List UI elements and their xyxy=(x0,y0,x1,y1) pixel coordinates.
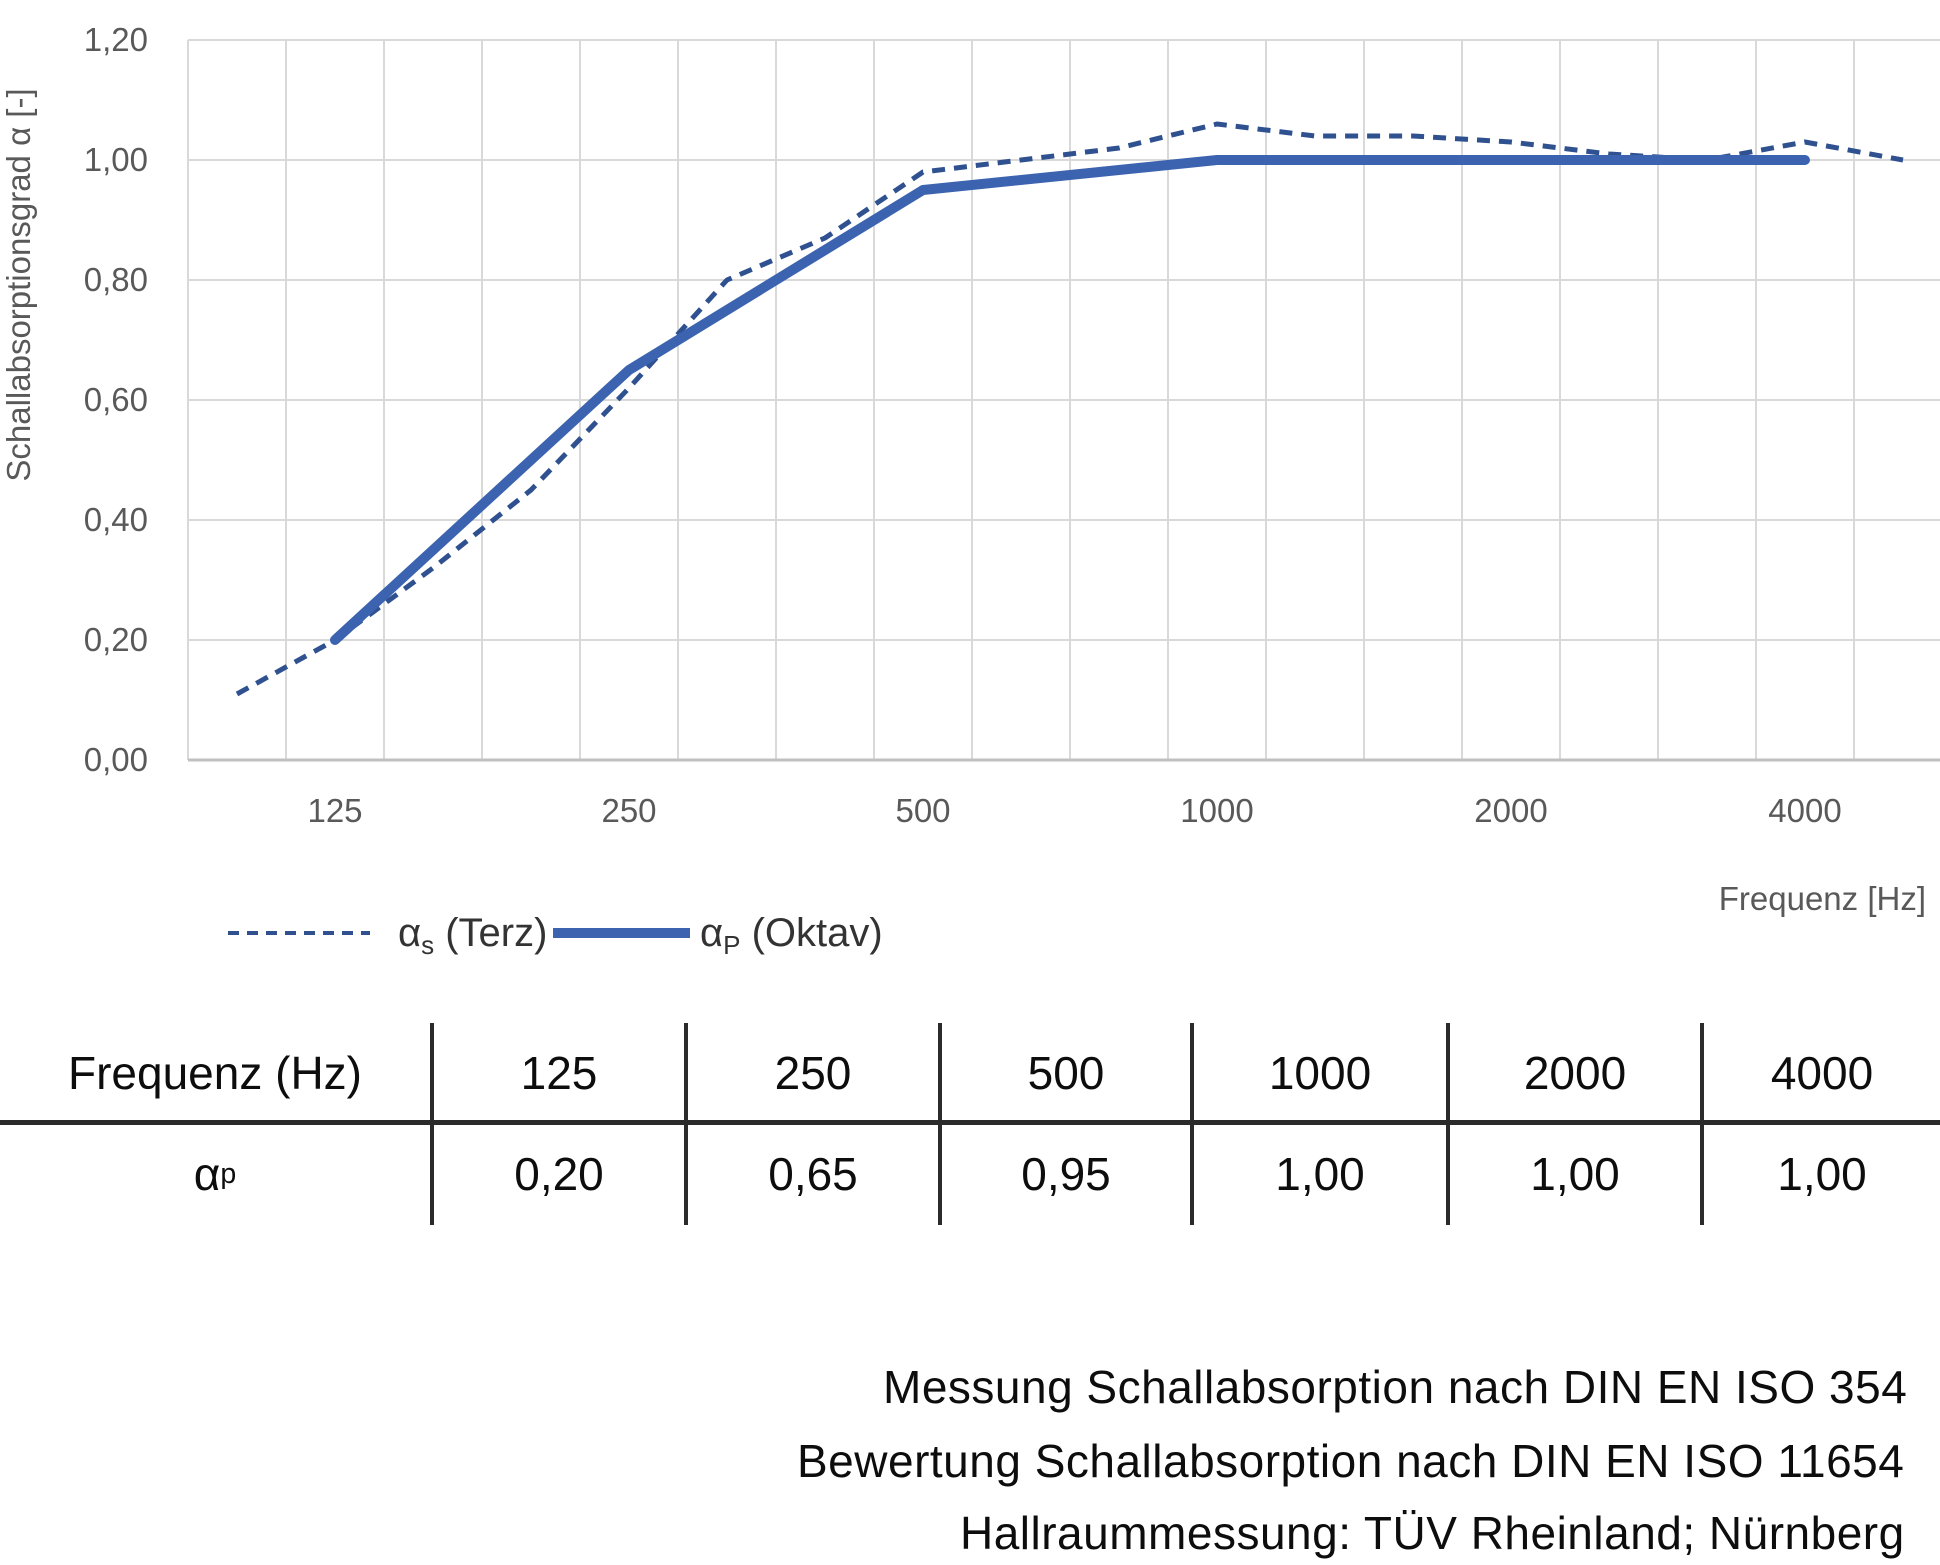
table-header-frequency: Frequenz (Hz) xyxy=(0,1023,434,1123)
y-tick-label: 0,20 xyxy=(84,621,148,658)
table-value-500: 0,95 xyxy=(942,1123,1194,1225)
footer-note-lab: Hallraummessung: TÜV Rheinland; Nürnberg xyxy=(960,1507,1905,1559)
y-tick-label: 0,40 xyxy=(84,501,148,538)
x-tick-label: 125 xyxy=(307,792,362,829)
footer-note-measurement: Messung Schallabsorption nach DIN EN ISO… xyxy=(883,1361,1908,1413)
table-divider-line xyxy=(0,1120,1940,1125)
x-axis-tick-labels: 125 250 500 1000 2000 4000 xyxy=(307,792,1841,829)
y-tick-label: 1,20 xyxy=(84,21,148,58)
series-alpha-s-terz xyxy=(235,121,1904,697)
absorption-table: Frequenz (Hz) 125 250 500 1000 2000 4000 α p 0,20… xyxy=(0,1023,1940,1225)
y-axis-tick-labels: 1,20 1,00 0,80 0,60 0,40 0,20 0,00 xyxy=(84,21,148,778)
legend-label-alpha-p: αP (Oktav) xyxy=(700,911,883,960)
alpha-subscript: p xyxy=(220,1157,237,1190)
y-tick-label: 0,00 xyxy=(84,741,148,778)
plot-grid xyxy=(187,39,1940,762)
x-tick-label: 4000 xyxy=(1768,792,1841,829)
table-value-1000: 1,00 xyxy=(1194,1123,1450,1225)
x-axis-title: Frequenz [Hz] xyxy=(1719,880,1926,917)
x-tick-label: 500 xyxy=(895,792,950,829)
table-col-header-2000: 2000 xyxy=(1450,1023,1704,1123)
legend-label-alpha-s: αs (Terz) xyxy=(398,911,547,960)
absorption-line-chart: 1,20 1,00 0,80 0,60 0,40 0,20 0,00 125 250 500 100… xyxy=(0,21,1940,960)
table-col-header-1000: 1000 xyxy=(1194,1023,1450,1123)
y-tick-label: 1,00 xyxy=(84,141,148,178)
table-value-125: 0,20 xyxy=(434,1123,688,1225)
alpha-symbol: α xyxy=(193,1148,221,1200)
table-value-250: 0,65 xyxy=(688,1123,942,1225)
chart-legend: αs (Terz) αP (Oktav) xyxy=(228,911,883,960)
table-col-header-250: 250 xyxy=(688,1023,942,1123)
table-col-header-500: 500 xyxy=(942,1023,1194,1123)
footer-note-evaluation: Bewertung Schallabsorption nach DIN EN I… xyxy=(797,1435,1905,1487)
series-alpha-p-oktav xyxy=(330,155,1810,645)
y-axis-title: Schallabsorptionsgrad α [-] xyxy=(0,88,37,481)
table-value-2000: 1,00 xyxy=(1450,1123,1704,1225)
x-tick-label: 1000 xyxy=(1180,792,1253,829)
x-tick-label: 2000 xyxy=(1474,792,1547,829)
x-tick-label: 250 xyxy=(601,792,656,829)
table-col-header-4000: 4000 xyxy=(1770,1047,1874,1099)
table-value-4000: 1,00 xyxy=(1777,1148,1867,1200)
y-tick-label: 0,60 xyxy=(84,381,148,418)
y-tick-label: 0,80 xyxy=(84,261,148,298)
table-col-header-125: 125 xyxy=(434,1023,688,1123)
